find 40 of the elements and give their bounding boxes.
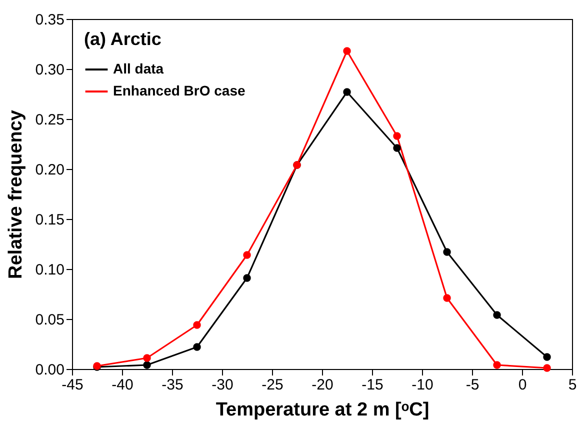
point <box>493 311 501 319</box>
y-axis-title: Relative frequency <box>5 110 26 279</box>
point <box>193 321 201 329</box>
point <box>343 47 351 55</box>
point <box>443 294 451 302</box>
point <box>143 354 151 362</box>
point <box>243 251 251 259</box>
y-tick-label: 0.15 <box>35 212 64 228</box>
x-axis-title: Temperature at 2 m [ᵒC] <box>216 400 430 420</box>
x-tick-label: -45 <box>62 376 84 394</box>
point <box>443 248 451 256</box>
x-tick-label: -25 <box>262 376 284 394</box>
x-tick-label: -5 <box>466 376 480 394</box>
x-tick-label: -40 <box>112 376 134 394</box>
point <box>343 88 351 96</box>
x-tick-label: -20 <box>312 376 334 394</box>
x-tick-label: 5 <box>568 376 577 394</box>
y-tick-label: 0.10 <box>35 262 64 278</box>
point <box>393 144 401 152</box>
x-tick-label: -30 <box>212 376 234 394</box>
point <box>143 361 151 369</box>
x-tick-label: -35 <box>162 376 184 394</box>
point <box>543 364 551 372</box>
y-tick-label: 0.35 <box>35 12 64 28</box>
text: (a) Arctic <box>84 29 162 49</box>
y-tick-label: 0.30 <box>35 62 64 78</box>
y-tick-label: 0.25 <box>35 112 64 128</box>
y-tick-label: 0.20 <box>35 162 64 178</box>
x-tick-label: -15 <box>362 376 384 394</box>
point <box>193 343 201 351</box>
point <box>243 274 251 282</box>
x-tick-label: 0 <box>518 376 527 394</box>
x-tick-label: -10 <box>412 376 434 394</box>
y-tick-label: 0.00 <box>35 362 64 378</box>
legend-label: Enhanced BrO case <box>113 82 246 98</box>
y-tick-label: 0.05 <box>35 312 64 328</box>
point <box>543 353 551 361</box>
point <box>393 132 401 140</box>
legend-label: All data <box>113 60 164 76</box>
point <box>493 361 501 369</box>
